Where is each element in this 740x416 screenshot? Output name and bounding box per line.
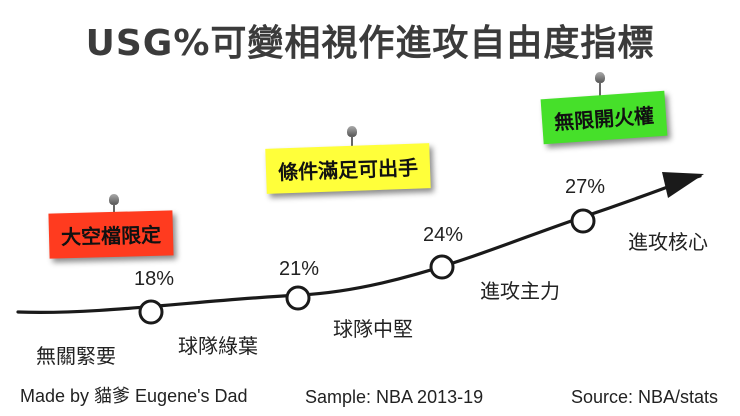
sticky-note-wide-open: 大空檔限定 [48, 210, 174, 259]
milestone-pct-21: 21% [279, 258, 320, 280]
stage-label-24: 進攻主力 [480, 279, 560, 303]
milestone-marker-27 [570, 208, 596, 234]
footer-sample: Sample: NBA 2013-19 [305, 387, 484, 407]
stage-label-18: 球隊綠葉 [178, 334, 258, 358]
pushpin-icon [593, 72, 607, 96]
milestone-marker-24 [429, 254, 455, 280]
stage-label-27: 進攻核心 [628, 230, 708, 254]
sticky-note-green-light: 無限開火權 [540, 90, 668, 145]
milestone-pct-24: 24% [423, 224, 464, 246]
pushpin-icon [345, 126, 359, 150]
milestone-marker-18 [138, 299, 164, 325]
page-title: USG%可變相視作進攻自由度指標 [85, 23, 655, 64]
curve-arrowhead [662, 172, 704, 198]
stage-label-start: 無關緊要 [36, 344, 116, 368]
milestone-pct-27: 27% [565, 176, 606, 198]
footer-source: Source: NBA/stats [570, 387, 718, 407]
footer-credit: Made by 貓爹 Eugene's Dad [20, 386, 248, 406]
milestone-pct-18: 18% [134, 268, 175, 290]
stage-label-21: 球隊中堅 [333, 317, 413, 341]
sticky-note-conditional: 條件滿足可出手 [265, 143, 431, 194]
milestone-marker-21 [285, 285, 311, 311]
